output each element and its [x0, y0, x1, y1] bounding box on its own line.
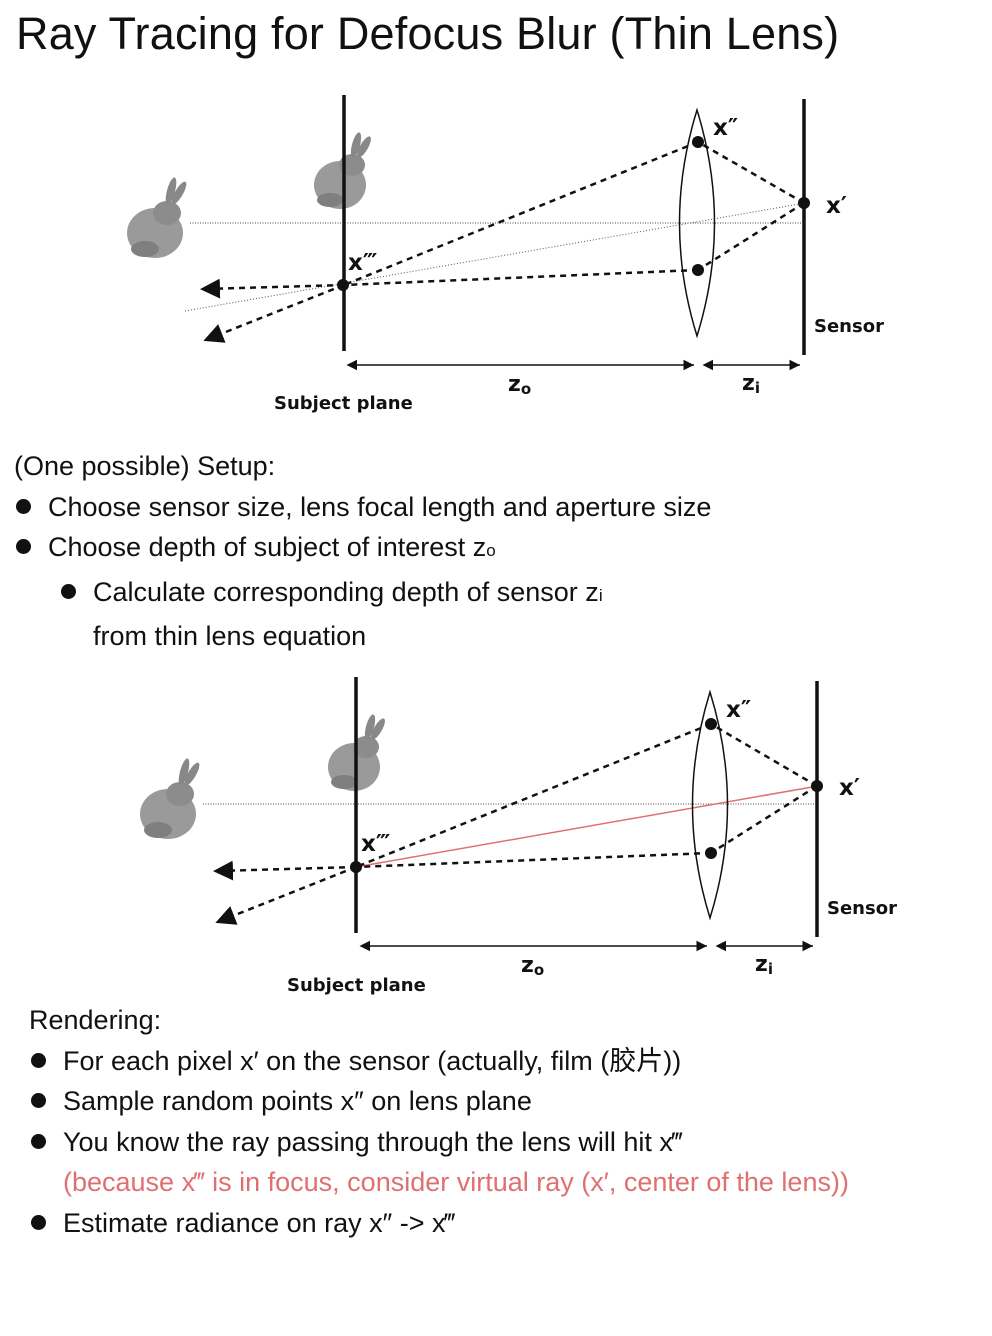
virtual-ray-note: (because x‴ is in focus, consider virtua…	[63, 1167, 849, 1197]
near-bunny-icon	[328, 714, 385, 791]
label-subject-plane: Subject plane	[287, 975, 426, 996]
label-zo: zo	[508, 372, 531, 398]
label-sensor: Sensor	[814, 316, 884, 337]
list-item: Calculate corresponding depth of sensor …	[59, 572, 711, 617]
list-item: Choose sensor size, lens focal length an…	[14, 487, 711, 528]
setup-heading: (One possible) Setup:	[14, 451, 276, 481]
far-bunny-icon	[140, 758, 200, 839]
label-x-prime: x′	[826, 193, 847, 219]
virtual-ray-line	[355, 785, 819, 868]
label-x-double-prime: x″	[726, 697, 751, 723]
list-item: Sample random points x″ on lens plane	[29, 1081, 849, 1122]
list-item: You know the ray passing through the len…	[29, 1122, 849, 1163]
label-x-triple-prime: x‴	[361, 831, 390, 857]
list-item: Estimate radiance on ray x″ -> x‴	[29, 1203, 849, 1244]
bullet-icon	[31, 1214, 46, 1230]
label-zo: zo	[521, 953, 544, 979]
label-zi: zi	[755, 952, 773, 978]
slide-title: Ray Tracing for Defocus Blur (Thin Lens)	[16, 8, 840, 59]
label-x-double-prime: x″	[713, 115, 738, 141]
label-x-prime: x′	[839, 775, 860, 801]
bullet-icon	[31, 1052, 46, 1068]
label-x-triple-prime: x‴	[348, 250, 377, 276]
label-subject-plane: Subject plane	[274, 393, 413, 414]
sub-bullet-continuation: from thin lens equation	[93, 621, 367, 651]
lens-shape	[678, 107, 716, 339]
near-bunny-icon	[314, 132, 371, 209]
list-item: Choose depth of subject of interest zo	[14, 527, 711, 572]
far-bunny-icon	[127, 177, 187, 258]
rendering-heading: Rendering:	[29, 1005, 162, 1035]
rendering-section: Rendering: For each pixel x′ on the sens…	[29, 1000, 849, 1243]
list-item: For each pixel x′ on the sensor (actuall…	[29, 1041, 849, 1082]
label-zi: zi	[742, 371, 760, 397]
thin-lens-diagram-top: x″ x′ x‴ Sensor Subject plane zo zi	[127, 95, 884, 414]
bullet-icon	[61, 583, 76, 599]
bullet-icon	[31, 1093, 46, 1108]
bullet-icon	[16, 498, 31, 514]
bullet-icon	[31, 1133, 46, 1149]
thin-lens-diagram-bottom: x″ x′ x‴ Sensor Subject plane zo zi	[140, 677, 897, 996]
lens-shape	[691, 689, 729, 921]
label-sensor: Sensor	[827, 898, 897, 919]
bullet-icon	[16, 539, 31, 554]
setup-section: (One possible) Setup: Choose sensor size…	[14, 446, 711, 657]
